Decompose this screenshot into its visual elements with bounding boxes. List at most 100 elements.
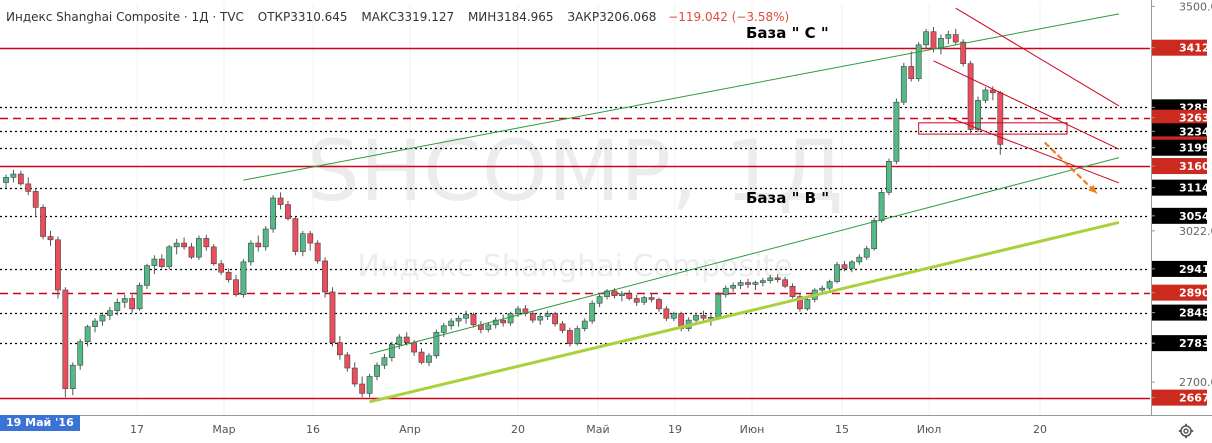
candle (10, 169, 17, 183)
candle (210, 244, 217, 266)
candle (500, 314, 507, 327)
time-axis-label: 15 (835, 423, 849, 436)
candle (485, 321, 492, 333)
candle (470, 312, 477, 328)
time-axis-label: Июл (917, 423, 942, 436)
candle-body (908, 66, 915, 79)
candle (292, 216, 299, 256)
candle (351, 362, 358, 387)
candle-body (440, 325, 447, 333)
open-value: 3310.645 (290, 10, 348, 24)
candle (589, 300, 596, 324)
candle-body (55, 239, 61, 291)
candle (77, 338, 84, 370)
candle (804, 297, 811, 311)
price-axis-label: 3500.000 (1179, 0, 1212, 13)
candle (84, 324, 91, 347)
annotation-base-c: База " С " (746, 24, 829, 42)
candle-body (129, 298, 136, 310)
candle-body (826, 281, 833, 289)
candle (656, 297, 662, 312)
candle (106, 306, 113, 321)
time-axis-label: Июн (740, 423, 765, 436)
candle-body (144, 265, 150, 286)
price-tag-bg (1152, 158, 1207, 175)
candle-body (893, 101, 900, 162)
candle (581, 318, 588, 332)
candle-body (589, 302, 596, 322)
candle (559, 321, 566, 334)
time-axis-label: Мар (212, 423, 235, 436)
candle (25, 177, 32, 196)
candle-body (433, 332, 440, 357)
candle (151, 255, 158, 275)
candle-body (492, 319, 499, 326)
candle-body (752, 282, 759, 285)
price-tag-bg (1152, 123, 1207, 140)
candle-body (69, 364, 76, 389)
candle-body (114, 301, 121, 312)
candle-body (715, 294, 722, 318)
candle-body (3, 177, 9, 183)
low-label: МИН (467, 10, 497, 24)
candle (841, 260, 848, 272)
price-tag-bg (1152, 335, 1207, 352)
watermark-symbol: SHCOMP, 1Д (307, 122, 844, 220)
candle (218, 259, 225, 276)
candle-body (848, 261, 855, 269)
candle (863, 245, 870, 260)
price-tag-bg (1152, 139, 1207, 156)
chart-header: Индекс Shanghai Composite · 1Д · TVC ОТК… (6, 10, 789, 24)
change-value: −119.042 (−3.58%) (668, 10, 790, 24)
candle-body (759, 280, 766, 283)
high-value: 3319.127 (396, 10, 455, 24)
candle (55, 236, 61, 299)
candle-body (945, 34, 952, 39)
candle-body (329, 291, 336, 343)
candle-body (418, 351, 425, 363)
candle (663, 306, 670, 322)
projection-arrowhead (1088, 184, 1097, 194)
candle (40, 204, 46, 240)
candle (285, 200, 291, 221)
candle (745, 278, 751, 289)
price-axis-label: 3199.000 (1179, 142, 1212, 155)
candle (314, 240, 321, 264)
candle-body (797, 296, 803, 310)
candle-body (915, 44, 922, 79)
crosshair-date-badge: 19 Май '16 (0, 415, 80, 431)
candle (552, 311, 558, 327)
price-axis-label: 2848.000 (1179, 307, 1212, 320)
candle (737, 279, 744, 290)
candle (396, 334, 403, 350)
candle-body (804, 299, 811, 310)
time-axis-label: Апр (399, 423, 421, 436)
candle-body (210, 246, 217, 265)
candle-body (544, 313, 551, 317)
candle (196, 235, 202, 260)
watermark-name: Индекс Shanghai Composite (357, 249, 792, 284)
candle (604, 289, 610, 300)
candle (537, 313, 544, 325)
candle (277, 192, 284, 210)
candle (240, 259, 247, 298)
trendline-descending-lower (948, 116, 1120, 184)
candle (455, 315, 462, 327)
price-tag-bg (1152, 179, 1207, 196)
candle-body (344, 354, 351, 369)
candle-body (10, 173, 17, 178)
candle-body (92, 320, 98, 327)
candle (878, 189, 885, 223)
price-axis-label: 2667.000 (1179, 392, 1212, 405)
symbol-title[interactable]: Индекс Shanghai Composite · 1Д · TVC (6, 10, 244, 24)
candle-body (240, 261, 247, 296)
close-value: 3206.068 (599, 10, 657, 24)
candle (121, 294, 128, 308)
time-axis-label: 20 (511, 423, 525, 436)
trendline-descending-middle (933, 60, 1120, 150)
gear-icon[interactable] (1178, 423, 1194, 439)
candle (426, 352, 432, 367)
candle (166, 244, 173, 270)
price-axis-label: 3234.000 (1179, 125, 1212, 138)
